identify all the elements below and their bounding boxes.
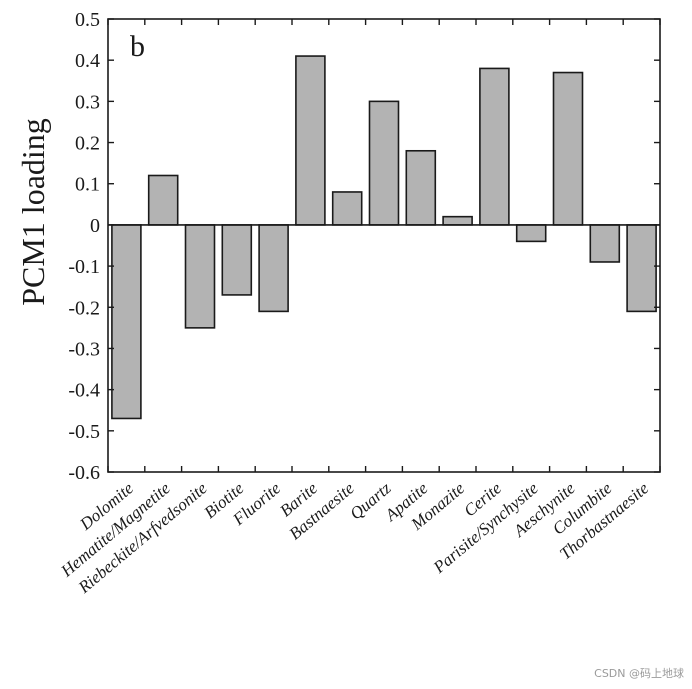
- bar: [295, 55, 326, 226]
- bar: [515, 224, 547, 243]
- y-tick-label: 0.5: [75, 9, 100, 31]
- bar: [184, 224, 216, 329]
- bar: [589, 224, 621, 263]
- y-tick-label: -0.2: [68, 297, 100, 319]
- y-tick-label: 0.3: [75, 91, 100, 113]
- y-tick-label: -0.3: [68, 338, 100, 360]
- y-tick-label: 0: [90, 215, 100, 237]
- bar: [626, 224, 657, 313]
- y-tick-label: 0.4: [75, 50, 100, 72]
- bar: [331, 191, 363, 226]
- bar: [147, 174, 179, 226]
- y-tick-labels: 0.5 0.4 0.3 0.2 0.1 0 -0.1 -0.2 -0.3 -0.4 -0.5 -0.6: [68, 9, 100, 484]
- bars: [111, 55, 657, 420]
- axes: [107, 18, 661, 473]
- y-tick-label: -0.6: [68, 462, 100, 484]
- bar: [405, 149, 437, 226]
- y-tick-label: -0.4: [68, 380, 100, 402]
- y-tick-label: 0.1: [75, 174, 100, 196]
- plot-frame: [107, 18, 661, 473]
- y-tick-label: -0.1: [68, 256, 100, 278]
- panel-label: b: [130, 30, 145, 63]
- y-axis-title: PCM1 loading: [15, 118, 51, 306]
- bar: [221, 224, 253, 296]
- bar: [368, 100, 400, 226]
- bar: [442, 215, 473, 226]
- bar: [258, 224, 289, 313]
- watermark: CSDN @码上地球: [594, 667, 684, 680]
- bar: [479, 67, 510, 226]
- bar: [111, 224, 142, 420]
- y-tick-label: -0.5: [68, 421, 100, 443]
- x-tick-labels: DolomiteHematite/MagnetiteRiebeckite/Arf…: [57, 478, 653, 597]
- bar: [552, 71, 584, 226]
- y-tick-label: 0.2: [75, 133, 100, 155]
